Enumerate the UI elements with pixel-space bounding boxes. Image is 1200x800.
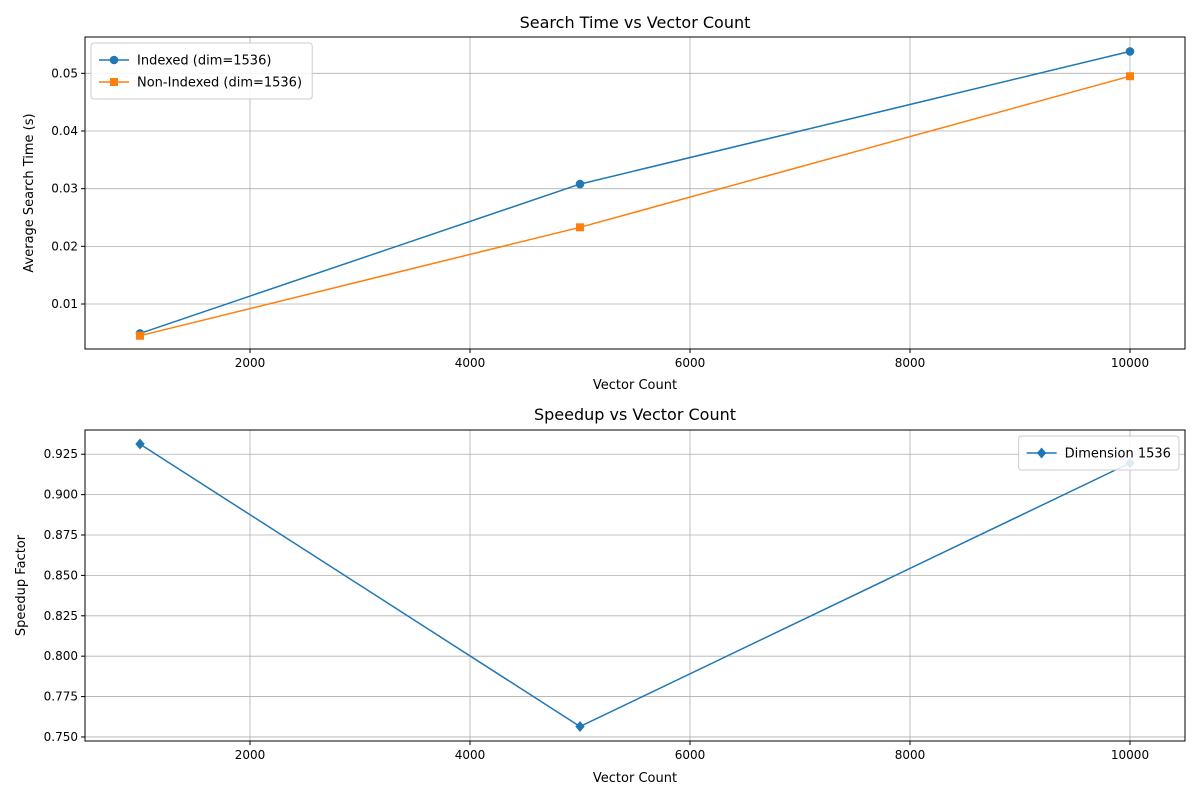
x-tick-label: 2000 [235, 748, 266, 762]
x-tick-label: 8000 [895, 748, 926, 762]
series-line-2 [139, 75, 1131, 337]
x-axis-label: Vector Count [593, 378, 677, 393]
x-tick-label: 6000 [675, 748, 706, 762]
data-point [575, 720, 585, 732]
y-tick-label: 0.05 [51, 66, 78, 80]
legend: Indexed (dim=1536) Non-Indexed (dim=1536) [90, 42, 313, 100]
y-tick-label: 0.800 [44, 649, 78, 663]
legend-item: Dimension 1536 [1026, 447, 1171, 462]
x-tick-label: 4000 [455, 748, 486, 762]
data-point [135, 438, 145, 450]
y-tick-label: 0.03 [51, 182, 78, 196]
x-tick-label: 8000 [895, 356, 926, 370]
y-tick-label: 0.01 [51, 297, 78, 311]
legend-label: Indexed (dim=1536) [137, 54, 271, 69]
series-line-1 [139, 443, 1131, 728]
x-tick-label: 2000 [235, 356, 266, 370]
y-tick-label: 0.925 [44, 447, 78, 461]
y-tick-label: 0.750 [44, 730, 78, 744]
data-point [1125, 47, 1135, 56]
legend-box [1018, 435, 1180, 471]
plot-area-frame [84, 36, 1186, 350]
x-tick-label: 10000 [1111, 356, 1149, 370]
legend: Dimension 1536 [1018, 435, 1180, 471]
x-tick-label: 10000 [1111, 748, 1149, 762]
x-tick-label: 6000 [675, 356, 706, 370]
y-tick-label: 0.850 [44, 568, 78, 582]
chart-panel-1: 2000 4000 6000 8000 10000 0.01 0.02 0.03 0.04 0.0… [22, 13, 1186, 393]
legend-label: Non-Indexed (dim=1536) [137, 76, 302, 91]
legend-box [90, 42, 313, 100]
legend-item: Indexed (dim=1536) [99, 54, 271, 69]
data-point [136, 331, 144, 340]
data-point [1126, 72, 1134, 81]
y-tick-label: 0.775 [44, 690, 78, 704]
legend-item: Non-Indexed (dim=1536) [99, 76, 302, 91]
data-point [576, 223, 584, 232]
data-point [575, 179, 585, 189]
x-axis-label: Vector Count [593, 771, 677, 786]
legend-marker [1036, 447, 1047, 459]
y-axis-label: Average Search Time (s) [22, 113, 37, 272]
y-tick-label: 0.02 [51, 239, 78, 253]
y-tick-label: 0.825 [44, 609, 78, 623]
chart-title: Search Time vs Vector Count [520, 13, 751, 32]
legend-marker [109, 55, 119, 65]
y-axis-label: Speedup Factor [14, 534, 29, 636]
legend-marker [110, 78, 118, 86]
x-tick-label: 4000 [455, 356, 486, 370]
y-tick-label: 0.875 [44, 528, 78, 542]
y-tick-label: 0.04 [51, 124, 78, 138]
plot-area-frame [84, 429, 1186, 742]
chart-title: Speedup vs Vector Count [534, 405, 736, 424]
y-tick-label: 0.900 [44, 488, 78, 502]
legend-label: Dimension 1536 [1065, 447, 1171, 462]
chart-panel-2: 2000 4000 6000 8000 10000 0.750 0.775 0.800 0.82… [14, 405, 1186, 786]
